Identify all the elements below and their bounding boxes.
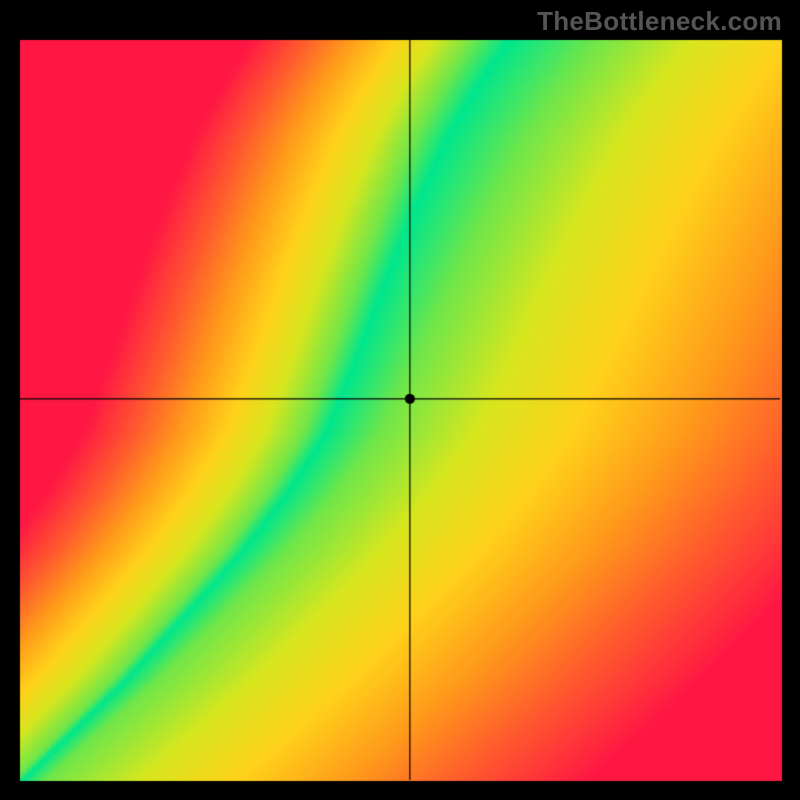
heatmap-canvas xyxy=(0,0,800,800)
chart-container: TheBottleneck.com xyxy=(0,0,800,800)
watermark-text: TheBottleneck.com xyxy=(537,6,782,37)
